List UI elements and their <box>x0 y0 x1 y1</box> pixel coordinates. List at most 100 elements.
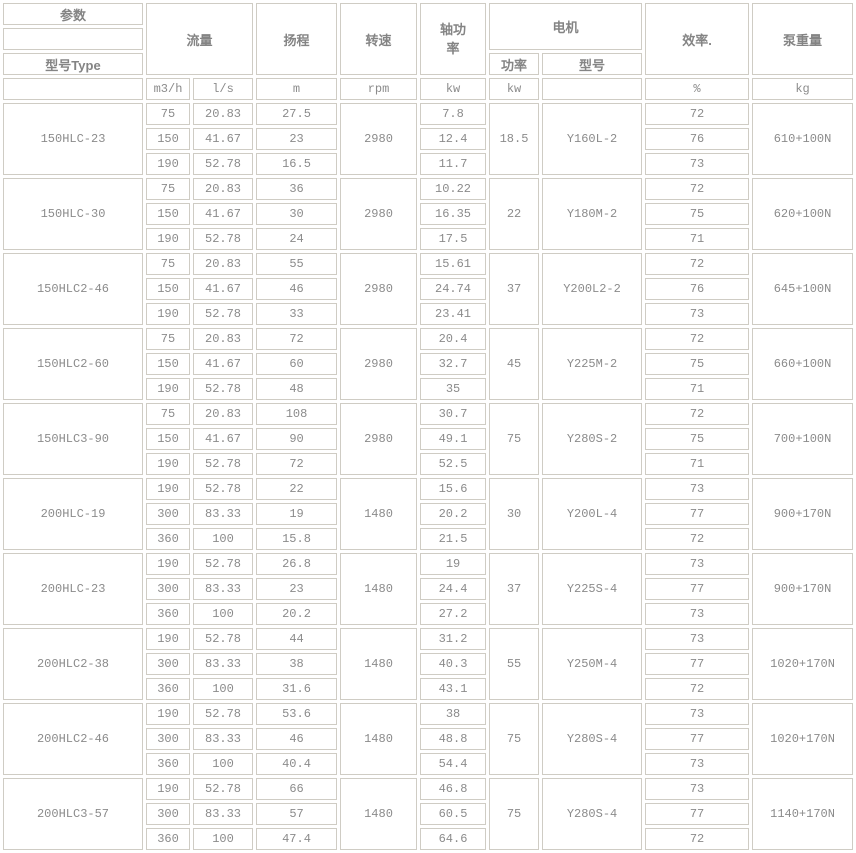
efficiency-cell: 72 <box>645 328 750 350</box>
head-cell: 19 <box>256 503 338 525</box>
model-cell: 150HLC2-60 <box>3 328 143 400</box>
table-row: 360 100 15.8 21.5 72 <box>3 528 853 550</box>
motor-model-cell: Y200L-4 <box>542 478 643 550</box>
flow-m3h-cell: 190 <box>146 553 190 575</box>
motor-power-cell: 45 <box>489 328 540 400</box>
motor-power-cell: 37 <box>489 253 540 325</box>
flow-m3h-cell: 190 <box>146 778 190 800</box>
header-row-2 <box>3 28 853 50</box>
head-cell: 36 <box>256 178 338 200</box>
efficiency-cell: 72 <box>645 403 750 425</box>
shaft-power-cell: 19 <box>420 553 487 575</box>
table-row: 190 52.78 24 17.5 71 <box>3 228 853 250</box>
units-row: m3/h l/s m rpm kw kw % kg <box>3 78 854 100</box>
speed-cell: 1480 <box>340 628 418 700</box>
flow-ls-cell: 100 <box>193 528 254 550</box>
motor-power-cell: 75 <box>489 703 540 775</box>
motor-model-cell: Y280S-4 <box>542 778 643 850</box>
shaft-power-cell: 46.8 <box>420 778 487 800</box>
shaft-power-header-cell: 轴功率 <box>420 3 487 75</box>
weight-cell: 620+100N <box>752 178 854 250</box>
motor-model-header-cell: 型号 <box>542 53 643 75</box>
efficiency-cell: 73 <box>645 753 750 775</box>
head-cell: 15.8 <box>256 528 338 550</box>
flow-ls-cell: 100 <box>193 753 254 775</box>
head-cell: 24 <box>256 228 338 250</box>
flow-m3h-cell: 150 <box>146 428 190 450</box>
param-header-cell: 参数 <box>3 3 143 25</box>
motor-model-cell: Y280S-2 <box>542 403 643 475</box>
weight-cell: 645+100N <box>752 253 854 325</box>
motor-model-cell: Y200L2-2 <box>542 253 643 325</box>
flow-ls-cell: 52.78 <box>193 153 254 175</box>
flow-ls-cell: 52.78 <box>193 628 254 650</box>
efficiency-cell: 72 <box>645 828 750 850</box>
flow-m3h-cell: 190 <box>146 478 190 500</box>
efficiency-cell: 77 <box>645 503 750 525</box>
flow-ls-cell: 83.33 <box>193 578 254 600</box>
flow-m3h-cell: 190 <box>146 453 190 475</box>
flow-m3h-cell: 190 <box>146 303 190 325</box>
shaft-power-cell: 7.8 <box>420 103 487 125</box>
head-cell: 72 <box>256 328 338 350</box>
shaft-power-cell: 20.2 <box>420 503 487 525</box>
head-cell: 44 <box>256 628 338 650</box>
flow-ls-cell: 83.33 <box>193 503 254 525</box>
head-cell: 38 <box>256 653 338 675</box>
flow-m3h-cell: 190 <box>146 703 190 725</box>
flow-m3h-cell: 300 <box>146 803 190 825</box>
efficiency-cell: 73 <box>645 303 750 325</box>
flow-ls-cell: 20.83 <box>193 403 254 425</box>
table-row: 360 100 31.6 43.1 72 <box>3 678 853 700</box>
head-cell: 90 <box>256 428 338 450</box>
table-row: 150 41.67 23 12.4 76 <box>3 128 853 150</box>
efficiency-unit-cell: % <box>645 78 750 100</box>
flow-m3h-cell: 75 <box>146 403 190 425</box>
flow-m3h-cell: 360 <box>146 678 190 700</box>
motor-power-cell: 75 <box>489 778 540 850</box>
head-cell: 26.8 <box>256 553 338 575</box>
weight-unit-cell: kg <box>752 78 854 100</box>
head-cell: 46 <box>256 728 338 750</box>
head-cell: 108 <box>256 403 338 425</box>
header-row-3: 型号Type 功率 型号 <box>3 53 853 75</box>
flow-m3h-cell: 360 <box>146 828 190 850</box>
motor-power-cell: 75 <box>489 403 540 475</box>
weight-cell: 700+100N <box>752 403 854 475</box>
speed-cell: 1480 <box>340 553 418 625</box>
shaft-power-cell: 15.61 <box>420 253 487 275</box>
table-row: 300 83.33 57 60.5 77 <box>3 803 853 825</box>
flow-m3h-cell: 360 <box>146 603 190 625</box>
efficiency-cell: 72 <box>645 103 750 125</box>
shaft-power-unit-cell: kw <box>420 78 487 100</box>
flow-m3h-cell: 360 <box>146 753 190 775</box>
motor-model-cell: Y225S-4 <box>542 553 643 625</box>
flow-m3h-unit-cell: m3/h <box>146 78 190 100</box>
flow-header-cell: 流量 <box>146 3 254 75</box>
speed-header-cell: 转速 <box>340 3 418 75</box>
flow-ls-cell: 52.78 <box>193 478 254 500</box>
model-cell: 150HLC2-46 <box>3 253 143 325</box>
table-row: 150 41.67 90 49.1 75 <box>3 428 853 450</box>
motor-power-cell: 55 <box>489 628 540 700</box>
motor-model-cell: Y225M-2 <box>542 328 643 400</box>
model-cell: 150HLC3-90 <box>3 403 143 475</box>
efficiency-cell: 72 <box>645 178 750 200</box>
table-row: 190 52.78 72 52.5 71 <box>3 453 853 475</box>
weight-cell: 660+100N <box>752 328 854 400</box>
model-cell: 200HLC-23 <box>3 553 143 625</box>
header-row-1: 参数 流量 扬程 转速 轴功率 电机 效率. 泵重量 <box>3 3 854 75</box>
shaft-power-cell: 38 <box>420 703 487 725</box>
efficiency-cell: 77 <box>645 728 750 750</box>
flow-m3h-cell: 190 <box>146 378 190 400</box>
table-row: 190 52.78 33 23.41 73 <box>3 303 853 325</box>
model-cell: 150HLC-30 <box>3 178 143 250</box>
shaft-power-header-label: 轴功率 <box>440 21 467 57</box>
shaft-power-cell: 64.6 <box>420 828 487 850</box>
head-cell: 47.4 <box>256 828 338 850</box>
table-row: 190 52.78 16.5 11.7 73 <box>3 153 853 175</box>
table-row: 150 41.67 60 32.7 75 <box>3 353 853 375</box>
weight-cell: 610+100N <box>752 103 854 175</box>
flow-ls-cell: 41.67 <box>193 203 254 225</box>
